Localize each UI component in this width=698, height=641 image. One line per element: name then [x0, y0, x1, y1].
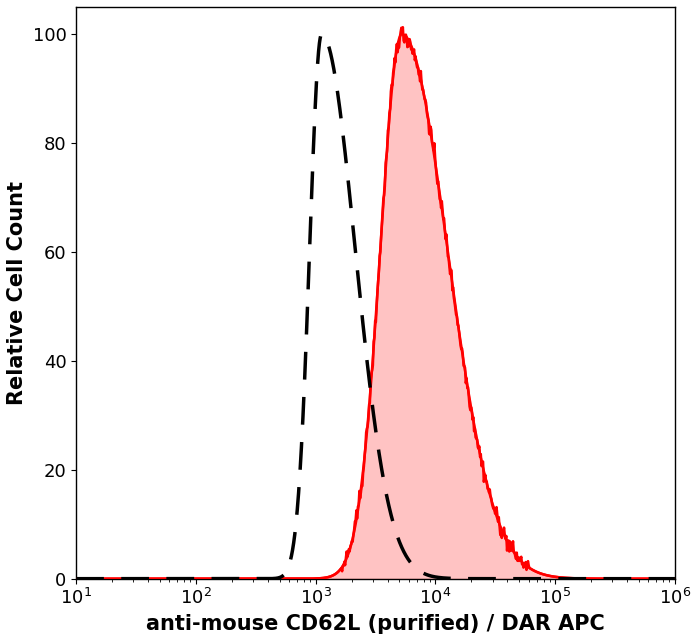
Y-axis label: Relative Cell Count: Relative Cell Count: [7, 181, 27, 405]
X-axis label: anti-mouse CD62L (purified) / DAR APC: anti-mouse CD62L (purified) / DAR APC: [146, 614, 605, 634]
